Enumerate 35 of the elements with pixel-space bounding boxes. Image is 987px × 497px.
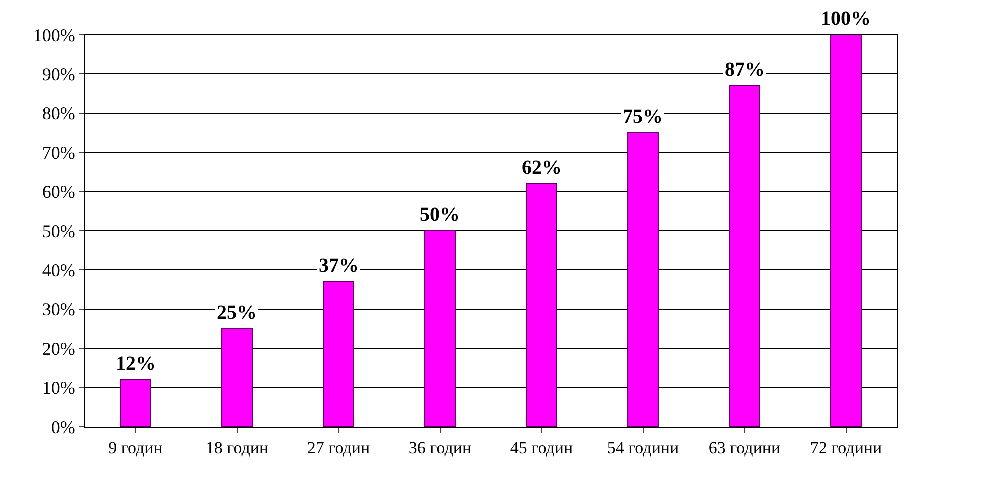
y-tick-label: 90% <box>42 64 76 84</box>
x-tick-label: 9 годин <box>108 438 163 458</box>
data-label: 25% <box>217 302 257 324</box>
y-tick-label: 10% <box>42 378 76 398</box>
y-tick-label: 30% <box>42 300 76 320</box>
data-label: 87% <box>725 59 765 81</box>
y-tick-label: 80% <box>42 104 76 124</box>
bar <box>222 328 253 427</box>
y-tick-label: 40% <box>42 260 76 280</box>
bar <box>424 230 456 427</box>
bar <box>830 35 862 427</box>
bar <box>120 379 152 427</box>
data-label: 50% <box>420 204 460 226</box>
y-tick-label: 60% <box>42 182 76 202</box>
y-tick-label: 100% <box>33 25 76 46</box>
bar <box>526 183 558 427</box>
y-tick-label: 50% <box>42 221 76 242</box>
y-tick-label: 70% <box>42 142 76 163</box>
x-tick-label: 18 годин <box>206 438 269 458</box>
x-tick-label: 45 годин <box>510 438 574 458</box>
bar <box>729 85 760 427</box>
x-tick-label: 72 години <box>810 438 882 458</box>
x-tick-label: 63 години <box>708 438 781 458</box>
bar <box>323 281 354 427</box>
data-label: 100% <box>821 8 871 30</box>
x-tick-label: 54 години <box>607 438 680 458</box>
x-tick-label: 27 годин <box>307 438 370 458</box>
data-label: 12% <box>116 353 156 375</box>
data-label: 37% <box>319 255 359 277</box>
data-label: 75% <box>623 106 663 128</box>
x-tick-label: 36 годин <box>408 438 472 458</box>
y-tick-label: 0% <box>51 417 76 438</box>
data-label: 62% <box>522 157 562 179</box>
bar <box>628 132 659 427</box>
y-tick-label: 20% <box>42 338 76 359</box>
